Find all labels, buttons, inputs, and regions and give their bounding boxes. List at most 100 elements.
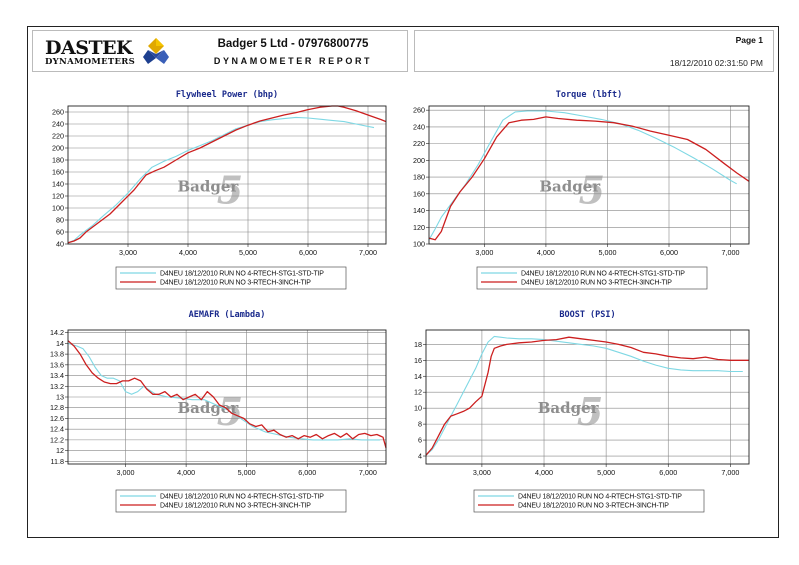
power-ytick-label: 80 bbox=[56, 216, 64, 225]
boost-xtick-label: 6,000 bbox=[659, 468, 677, 477]
afr-xtick-label: 6,000 bbox=[298, 468, 316, 477]
boost-ytick-label: 14 bbox=[414, 372, 422, 381]
report-title: DYNAMOMETER REPORT bbox=[213, 56, 373, 66]
torque-ytick-label: 220 bbox=[413, 139, 425, 148]
report-datetime: 18/12/2010 02:31:50 PM bbox=[669, 58, 763, 68]
logo-text: DASTEK bbox=[45, 37, 133, 59]
power-ytick-label: 60 bbox=[56, 228, 64, 237]
afr-legend-box bbox=[115, 489, 347, 513]
power-legend: D4NEU 18/12/2010 RUN NO 4-RTECH-STG1-STD… bbox=[115, 266, 347, 290]
boost-legend-box bbox=[473, 489, 705, 513]
afr-legend-label: D4NEU 18/12/2010 RUN NO 4-RTECH-STG1-STD… bbox=[160, 494, 324, 501]
logo-gem-icon bbox=[143, 38, 169, 64]
torque-ytick-label: 120 bbox=[413, 223, 425, 232]
power-xtick-label: 7,000 bbox=[359, 248, 377, 257]
torque-xtick-label: 6,000 bbox=[660, 248, 678, 257]
watermark-text: Badger bbox=[539, 178, 601, 196]
company-name: Badger 5 Ltd - 07976800775 bbox=[217, 38, 369, 50]
torque-ytick-label: 100 bbox=[413, 240, 425, 249]
power-xtick-label: 4,000 bbox=[179, 248, 197, 257]
power-ytick-label: 100 bbox=[52, 204, 64, 213]
afr-legend-label: D4NEU 18/12/2010 RUN NO 3-RTECH-3INCH-TI… bbox=[160, 503, 311, 510]
boost-series-run4-line bbox=[425, 335, 743, 456]
boost-title: BOOST (PSI) bbox=[559, 310, 615, 320]
boost-chart: BOOST (PSI) 4 6 8 10 12 14 16 18 3,000 4,000 5,000 6… bbox=[414, 310, 750, 513]
afr-ytick-label: 13.4 bbox=[50, 371, 64, 380]
boost-xtick-label: 3,000 bbox=[473, 468, 491, 477]
afr-ytick-label: 13.2 bbox=[50, 382, 64, 391]
header-right: Page 1 18/12/2010 02:31:50 PM bbox=[414, 30, 774, 72]
power-xtick-label: 3,000 bbox=[119, 248, 137, 257]
boost-ytick-label: 18 bbox=[414, 340, 422, 349]
afr-series-run4-line bbox=[67, 342, 380, 441]
torque-title: Torque (lbft) bbox=[556, 90, 623, 100]
power-series-run4-line bbox=[67, 116, 375, 244]
watermark-numeral: 5 bbox=[577, 389, 603, 434]
afr-xtick-label: 4,000 bbox=[177, 468, 195, 477]
boost-xtick-label: 5,000 bbox=[597, 468, 615, 477]
watermark-numeral: 5 bbox=[217, 168, 243, 213]
afr-ytick-label: 12.4 bbox=[50, 425, 64, 434]
afr-ytick-label: 12.2 bbox=[50, 435, 64, 444]
boost-legend-label: D4NEU 18/12/2010 RUN NO 4-RTECH-STG1-STD… bbox=[518, 494, 682, 501]
power-ytick-label: 120 bbox=[52, 192, 64, 201]
torque-ytick-label: 160 bbox=[413, 189, 425, 198]
power-legend-label: D4NEU 18/12/2010 RUN NO 3-RTECH-3INCH-TI… bbox=[160, 280, 311, 287]
boost-ytick-label: 4 bbox=[418, 452, 422, 461]
afr-series-run3-line bbox=[67, 340, 387, 449]
afr-legend: D4NEU 18/12/2010 RUN NO 4-RTECH-STG1-STD… bbox=[115, 489, 347, 513]
afr-ytick-label: 12.8 bbox=[50, 403, 64, 412]
power-ytick-label: 180 bbox=[52, 156, 64, 165]
torque-legend: D4NEU 18/12/2010 RUN NO 4-RTECH-STG1-STD… bbox=[476, 266, 708, 290]
afr-ytick-label: 14.2 bbox=[50, 328, 64, 337]
afr-plot-frame bbox=[67, 329, 387, 465]
power-ytick-label: 140 bbox=[52, 180, 64, 189]
power-title: Flywheel Power (bhp) bbox=[176, 90, 278, 100]
boost-ytick-label: 6 bbox=[418, 436, 422, 445]
afr-xtick-label: 3,000 bbox=[117, 468, 135, 477]
page-number: Page 1 bbox=[735, 35, 763, 45]
afr-ytick-label: 12 bbox=[56, 446, 64, 455]
power-chart: Flywheel Power (bhp) 40 60 80 100 120 140 160 18… bbox=[52, 90, 387, 290]
power-xtick-label: 5,000 bbox=[239, 248, 257, 257]
power-ytick-label: 220 bbox=[52, 132, 64, 141]
power-xtick-label: 6,000 bbox=[299, 248, 317, 257]
power-ytick-label: 260 bbox=[52, 108, 64, 117]
torque-ytick-label: 200 bbox=[413, 156, 425, 165]
torque-xtick-label: 5,000 bbox=[598, 248, 616, 257]
afr-ytick-label: 13.6 bbox=[50, 360, 64, 369]
header-left: DASTEK DYNAMOMETERS Badger 5 Ltd - 07976… bbox=[32, 30, 408, 72]
torque-xtick-label: 3,000 bbox=[475, 248, 493, 257]
afr-ytick-label: 11.8 bbox=[51, 457, 64, 466]
afr-xtick-label: 5,000 bbox=[238, 468, 256, 477]
boost-ytick-label: 10 bbox=[414, 404, 422, 413]
afr-ytick-label: 14 bbox=[56, 339, 64, 348]
boost-ytick-label: 8 bbox=[418, 420, 422, 429]
torque-plot-frame bbox=[428, 105, 750, 245]
power-ytick-label: 240 bbox=[52, 120, 64, 129]
logo-subtext: DYNAMOMETERS bbox=[45, 57, 136, 67]
torque-series-run3-line bbox=[428, 116, 750, 241]
boost-xtick-label: 4,000 bbox=[535, 468, 553, 477]
boost-series-run3-line bbox=[425, 336, 749, 456]
boost-ytick-label: 16 bbox=[414, 356, 422, 365]
boost-legend: D4NEU 18/12/2010 RUN NO 4-RTECH-STG1-STD… bbox=[473, 489, 705, 513]
torque-legend-box bbox=[476, 266, 708, 290]
torque-ytick-label: 240 bbox=[413, 122, 425, 131]
torque-legend-label: D4NEU 18/12/2010 RUN NO 4-RTECH-STG1-STD… bbox=[521, 271, 685, 278]
power-ytick-label: 40 bbox=[56, 240, 64, 249]
power-legend-label: D4NEU 18/12/2010 RUN NO 4-RTECH-STG1-STD… bbox=[160, 271, 324, 278]
power-legend-box bbox=[115, 266, 347, 290]
boost-legend-label: D4NEU 18/12/2010 RUN NO 3-RTECH-3INCH-TI… bbox=[518, 503, 669, 510]
torque-xtick-label: 4,000 bbox=[537, 248, 555, 257]
afr-ytick-label: 13.8 bbox=[50, 350, 64, 359]
boost-plot-frame bbox=[425, 329, 750, 465]
torque-legend-label: D4NEU 18/12/2010 RUN NO 3-RTECH-3INCH-TI… bbox=[521, 280, 672, 287]
afr-title: AEMAFR (Lambda) bbox=[189, 310, 266, 320]
afr-chart: AEMAFR (Lambda) 11.8 12 12.212.4 12.6 12.813 1… bbox=[50, 310, 387, 513]
boost-ytick-label: 12 bbox=[414, 388, 422, 397]
watermark-text: Badger bbox=[178, 399, 240, 417]
torque-chart: Torque (lbft) 100 120 140 160 180 200 220 240 260… bbox=[413, 90, 750, 290]
power-ytick-label: 160 bbox=[52, 168, 64, 177]
